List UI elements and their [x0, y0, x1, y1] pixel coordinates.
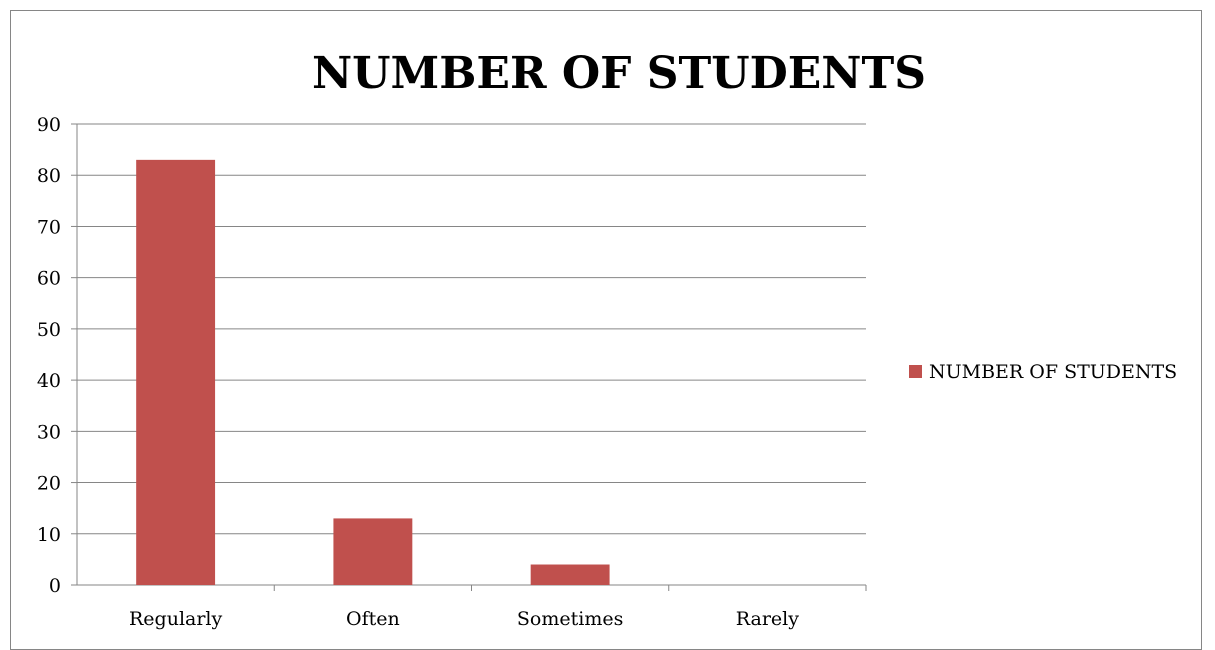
chart-title: NUMBER OF STUDENTS	[312, 48, 926, 99]
y-tick-label: 70	[37, 216, 61, 238]
bars	[136, 159, 610, 585]
bar-regularly	[136, 159, 216, 585]
y-tick-label: 50	[37, 319, 61, 341]
x-tick-label: Sometimes	[517, 608, 623, 630]
legend: NUMBER OF STUDENTS	[909, 361, 1177, 383]
y-tick-label: 20	[37, 473, 61, 495]
legend-label: NUMBER OF STUDENTS	[929, 361, 1177, 383]
y-tick-label: 60	[37, 268, 61, 290]
y-tick-labels: 0 10 20 30 40 50 60 70 80 90	[37, 114, 61, 597]
x-tick-labels: Regularly Often Sometimes Rarely	[129, 608, 799, 630]
y-tick-label: 30	[37, 421, 61, 443]
bar-often	[333, 518, 413, 585]
bar-sometimes	[530, 564, 610, 585]
y-tick-label: 40	[37, 370, 61, 392]
x-tick-label: Regularly	[129, 608, 223, 630]
legend-swatch	[909, 365, 922, 378]
y-tick-label: 80	[37, 165, 61, 187]
y-tick-label: 90	[37, 114, 61, 136]
x-tick-label: Often	[346, 608, 400, 630]
y-tick-label: 0	[49, 575, 61, 597]
y-tick-label: 10	[37, 524, 61, 546]
x-tick-label: Rarely	[736, 608, 799, 630]
